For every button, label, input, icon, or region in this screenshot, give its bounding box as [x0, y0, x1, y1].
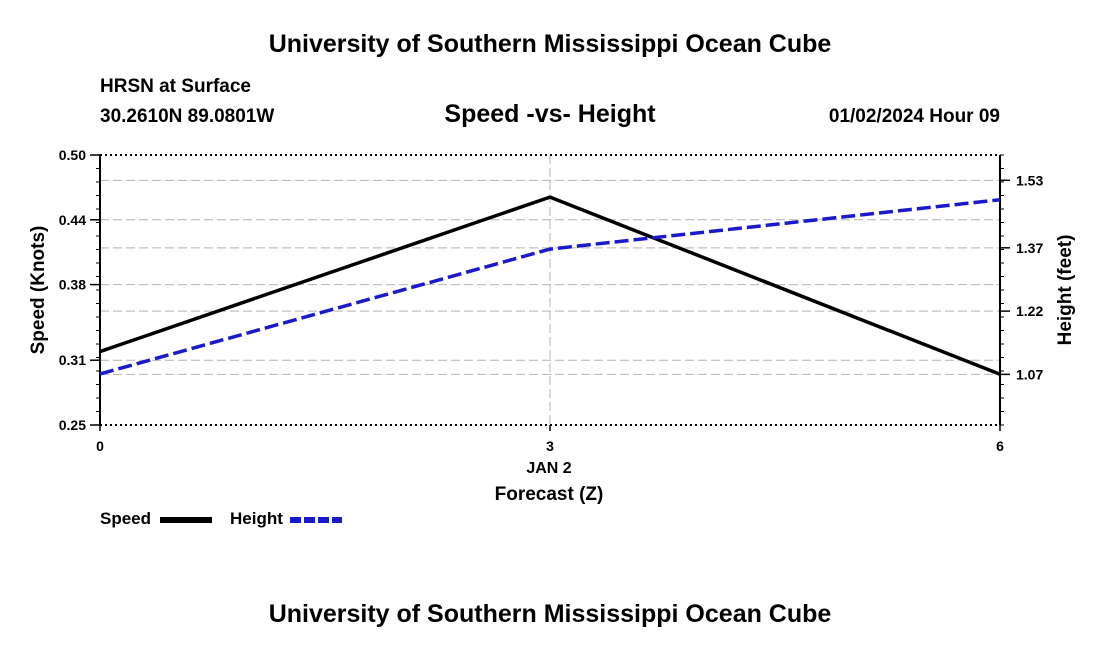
station-label: HRSN at Surface — [100, 76, 251, 97]
chart-title: Speed -vs- Height — [444, 100, 656, 128]
forecast-datetime: 01/02/2024 Hour 09 — [828, 106, 1000, 127]
y-tick-label-3: 0.31 — [59, 352, 86, 368]
series-line-height — [99, 197, 1001, 376]
legend-height-swatch — [290, 517, 342, 523]
series-line-speed — [99, 195, 1001, 376]
y2-tick-label-0: 1.53 — [1016, 172, 1043, 188]
y2-tick-label-2: 1.22 — [1016, 303, 1043, 319]
y2-tick-label-1: 1.37 — [1016, 240, 1043, 256]
page-title: University of Southern Mississippi Ocean… — [268, 30, 832, 58]
x-tick-label-1: 3 — [546, 438, 554, 454]
legend-speed-swatch — [160, 517, 212, 523]
grid — [100, 155, 1000, 425]
y-tick-label-4: 0.25 — [59, 417, 86, 433]
y-tick-label-0: 0.50 — [59, 147, 86, 163]
x-tick-label-0: 0 — [96, 438, 104, 454]
speed-height-chart: 0.500.440.380.310.251.531.371.221.070 3 6 … — [28, 147, 1076, 505]
axis-ticks: 0.50 0.44 0.38 0.31 0.25 1.53 1.37 1.22 1.07 0 3 6 — [59, 147, 1044, 454]
footer-title: University of Southern Mississippi Ocean… — [268, 600, 832, 628]
station-coords: 30.2610N 89.0801W — [100, 106, 275, 127]
y2-tick-label-3: 1.07 — [1016, 366, 1043, 382]
x-axis-label: Forecast (Z) — [495, 484, 604, 505]
legend-speed-label: Speed — [100, 509, 152, 528]
x-tick-label-2: 6 — [996, 438, 1004, 454]
y2-axis-label: Height (feet) — [1055, 235, 1076, 346]
x-sublabel: JAN 2 — [526, 460, 571, 477]
y-tick-label-1: 0.44 — [59, 212, 86, 228]
y-tick-label-2: 0.38 — [59, 277, 86, 293]
series-group — [99, 195, 1001, 376]
y-axis-label: Speed (Knots) — [28, 226, 49, 355]
legend-height-label: Height — [230, 509, 283, 528]
